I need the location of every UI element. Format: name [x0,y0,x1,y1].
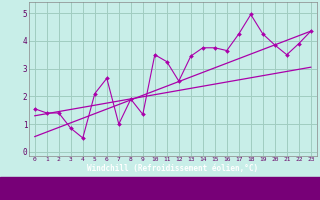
X-axis label: Windchill (Refroidissement éolien,°C): Windchill (Refroidissement éolien,°C) [87,164,258,173]
